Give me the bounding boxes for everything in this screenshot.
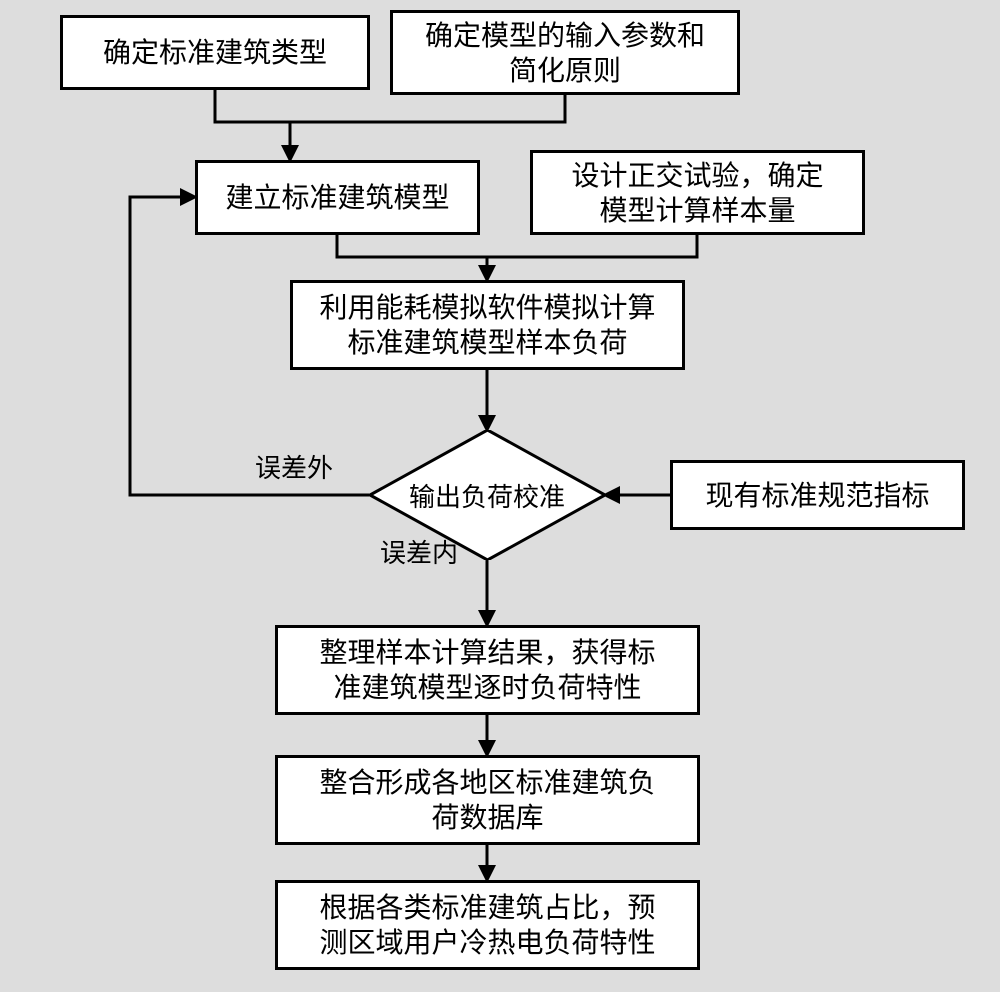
flow-edge — [290, 95, 565, 122]
flow-edge — [337, 235, 487, 257]
flow-edge-label: 误差外 — [255, 448, 333, 485]
flowchart-canvas: 确定标准建筑类型确定模型的输入参数和 简化原则建立标准建筑模型设计正交试验，确定… — [0, 0, 1000, 992]
flow-node-n8: 整理样本计算结果，获得标 准建筑模型逐时负荷特性 — [275, 625, 700, 715]
flow-node-n5: 利用能耗模拟软件模拟计算 标准建筑模型样本负荷 — [290, 280, 685, 370]
flow-edge — [487, 235, 697, 257]
flow-edge — [215, 90, 290, 122]
flow-node-n2: 确定模型的输入参数和 简化原则 — [390, 10, 740, 95]
flow-node-n9: 整合形成各地区标准建筑负 荷数据库 — [275, 755, 700, 845]
flow-node-n10: 根据各类标准建筑占比，预 测区域用户冷热电负荷特性 — [275, 880, 700, 970]
flow-node-n3: 建立标准建筑模型 — [195, 160, 480, 235]
flow-edge-label: 误差内 — [380, 533, 458, 570]
flow-node-n1: 确定标准建筑类型 — [60, 15, 370, 90]
flow-node-n7: 现有标准规范指标 — [670, 460, 965, 530]
flow-node-n4: 设计正交试验，确定 模型计算样本量 — [530, 150, 865, 235]
